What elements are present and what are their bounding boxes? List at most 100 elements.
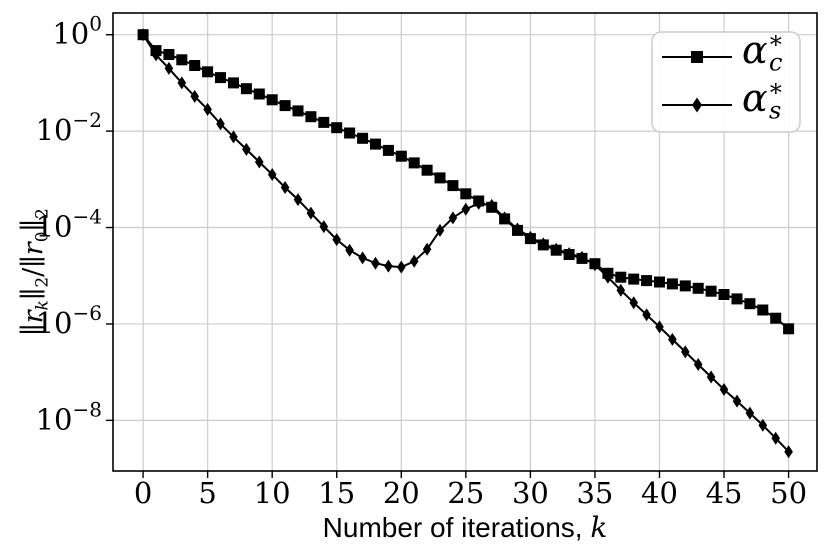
square-marker: [331, 122, 343, 134]
diamond-marker: [164, 61, 174, 75]
diamond-marker: [719, 383, 729, 396]
square-marker: [447, 180, 459, 192]
diamond-marker: [177, 76, 187, 90]
square-marker: [395, 150, 407, 162]
x-tick-label: 20: [383, 476, 420, 510]
square-marker: [189, 60, 201, 71]
legend: α∗ cα∗ s: [651, 26, 801, 133]
square-marker: [292, 105, 304, 117]
square-marker: [783, 323, 795, 335]
diamond-marker: [216, 117, 225, 131]
y-tick-label: 10−2: [36, 108, 102, 147]
diamond-marker: [474, 196, 483, 210]
square-marker: [163, 49, 175, 60]
diamond-marker: [513, 222, 522, 236]
diamond-marker: [267, 168, 277, 181]
square-marker: [744, 298, 756, 310]
diamond-marker: [758, 418, 768, 432]
x-tick-label: 25: [447, 476, 484, 510]
axes-frame: [112, 12, 818, 472]
square-marker: [731, 293, 743, 305]
square-marker: [240, 83, 252, 95]
series-alpha_s_star: [138, 28, 793, 459]
square-marker: [692, 282, 704, 294]
diamond-marker: [242, 142, 251, 156]
y-axis-label: ∥rk∥2/∥r0∥2: [18, 208, 52, 336]
square-marker: [253, 88, 265, 100]
diamond-marker: [332, 233, 341, 247]
diamond-marker: [151, 48, 161, 62]
y-tick-label: 10−8: [36, 397, 102, 436]
diamond-marker: [397, 260, 406, 274]
diamond-marker: [629, 296, 638, 310]
diamond-marker: [603, 270, 613, 284]
diamond-marker: [784, 445, 793, 459]
diamond-marker: [435, 223, 445, 237]
x-tick-label: 40: [641, 476, 678, 510]
axes-layer: 0 5 10 15 20 25 30 35 40 45 50 100 10−2 10−4 10−6 10−8 N…: [18, 12, 818, 544]
x-tick-label: 0: [134, 476, 152, 510]
square-marker: [279, 100, 291, 112]
diamond-marker: [745, 406, 755, 420]
diamond-marker: [577, 250, 587, 264]
square-marker: [382, 144, 394, 156]
square-marker: [615, 271, 627, 283]
diamond-marker: [706, 370, 716, 384]
diamond-marker: [138, 28, 148, 42]
legend-label: α∗ c: [742, 26, 784, 77]
square-marker: [679, 280, 691, 292]
square-marker: [628, 273, 640, 285]
x-axis-label: Number of iterations, k: [323, 511, 608, 544]
legend-label: α∗ s: [742, 74, 784, 125]
x-tick-label: 10: [254, 476, 291, 510]
diamond-marker: [590, 258, 600, 272]
diamond-marker: [306, 206, 316, 220]
diamond-marker: [319, 220, 329, 234]
diamond-marker: [384, 259, 393, 273]
diamond-marker: [551, 242, 561, 256]
diamond-marker: [409, 254, 419, 268]
diamond-marker: [668, 332, 677, 346]
y-tick-label: 10−4: [36, 205, 102, 244]
diamond-marker: [642, 308, 651, 322]
square-marker: [305, 111, 317, 123]
diamond-marker: [280, 181, 290, 194]
square-marker: [654, 276, 665, 288]
square-marker: [176, 54, 188, 66]
diamond-marker: [203, 102, 212, 116]
square-marker: [757, 304, 769, 316]
legend-entry: α∗ c: [662, 26, 784, 77]
diamond-marker: [681, 345, 690, 359]
square-marker: [434, 172, 446, 184]
square-marker: [705, 285, 717, 297]
square-marker: [228, 77, 239, 89]
diamond-marker: [526, 230, 535, 244]
square-marker: [357, 132, 369, 144]
diamond-marker: [500, 211, 509, 225]
legend-diamond-marker: [692, 97, 702, 113]
diamond-marker: [539, 237, 548, 251]
legend-entry: α∗ s: [662, 74, 784, 125]
square-marker: [202, 66, 214, 78]
x-tick-label: 45: [706, 476, 743, 510]
x-tick-label: 30: [512, 476, 549, 510]
x-tick-label: 15: [318, 476, 355, 510]
square-marker: [408, 157, 420, 169]
series-layer: [137, 28, 795, 459]
diamond-marker: [693, 358, 703, 371]
diamond-marker: [732, 394, 742, 408]
x-tick-label: 5: [198, 476, 216, 510]
y-tick-label: 100: [52, 12, 102, 51]
diamond-marker: [422, 242, 432, 256]
square-marker: [421, 164, 433, 176]
y-tick-label: 10−6: [36, 301, 102, 340]
diamond-marker: [229, 130, 238, 144]
square-marker: [770, 312, 782, 324]
diamond-marker: [255, 155, 264, 169]
diamond-marker: [345, 243, 354, 257]
square-marker: [460, 188, 472, 200]
diamond-marker: [448, 211, 458, 225]
legend-square-marker: [691, 51, 703, 63]
